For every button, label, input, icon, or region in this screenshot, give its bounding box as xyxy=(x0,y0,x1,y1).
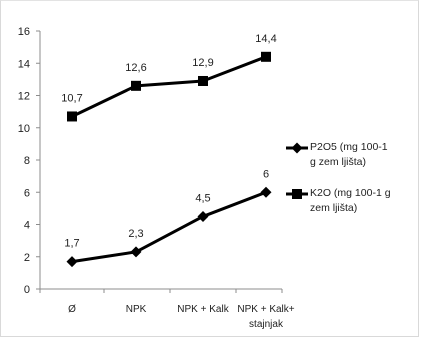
series-line-1 xyxy=(72,192,266,261)
data-point-marker xyxy=(198,76,208,86)
data-point-marker xyxy=(67,111,77,121)
y-tick-label: 6 xyxy=(24,187,30,199)
data-point-marker xyxy=(131,246,142,257)
legend-label-line: zem ljišta) xyxy=(310,201,391,216)
data-point-marker xyxy=(67,256,78,267)
data-point-marker xyxy=(261,187,272,198)
data-label: 14,4 xyxy=(255,33,276,45)
y-tick-label: 12 xyxy=(18,91,30,103)
y-tick-label: 4 xyxy=(24,220,30,232)
data-point-marker xyxy=(198,211,209,222)
data-label: 12,6 xyxy=(125,62,146,74)
legend-marker xyxy=(292,189,302,199)
y-tick-label: 10 xyxy=(18,123,30,135)
data-label: 6 xyxy=(263,168,269,180)
y-tick-label: 8 xyxy=(24,155,30,167)
data-point-marker xyxy=(131,81,141,91)
x-tick-label: NPK + Kalk+ xyxy=(237,304,294,315)
data-point-marker xyxy=(261,52,271,62)
data-label: 4,5 xyxy=(195,192,210,204)
legend-marker xyxy=(292,143,303,154)
data-label: 2,3 xyxy=(128,228,143,240)
data-label: 1,7 xyxy=(64,238,79,250)
legend-label: P2O5 (mg 100-1 g zem ljišta) xyxy=(310,140,388,170)
legend-label-line: K2O (mg 100-1 g xyxy=(310,186,391,201)
legend-label: K2O (mg 100-1 g zem ljišta) xyxy=(310,186,391,216)
legend-label-line: g zem ljišta) xyxy=(310,155,388,170)
x-tick-label: stajnjak xyxy=(249,319,284,330)
series-line-2 xyxy=(72,57,266,117)
data-label: 10,7 xyxy=(61,92,82,104)
y-tick-label: 16 xyxy=(18,26,30,38)
y-tick-label: 2 xyxy=(24,252,30,264)
legend-label-line: P2O5 (mg 100-1 xyxy=(310,140,388,155)
data-label: 12,9 xyxy=(192,57,213,69)
x-tick-label: NPK xyxy=(126,304,147,315)
y-tick-label: 0 xyxy=(24,284,30,296)
x-tick-label: Ø xyxy=(68,304,76,315)
y-tick-label: 14 xyxy=(18,58,30,70)
x-tick-label: NPK + Kalk xyxy=(177,304,229,315)
